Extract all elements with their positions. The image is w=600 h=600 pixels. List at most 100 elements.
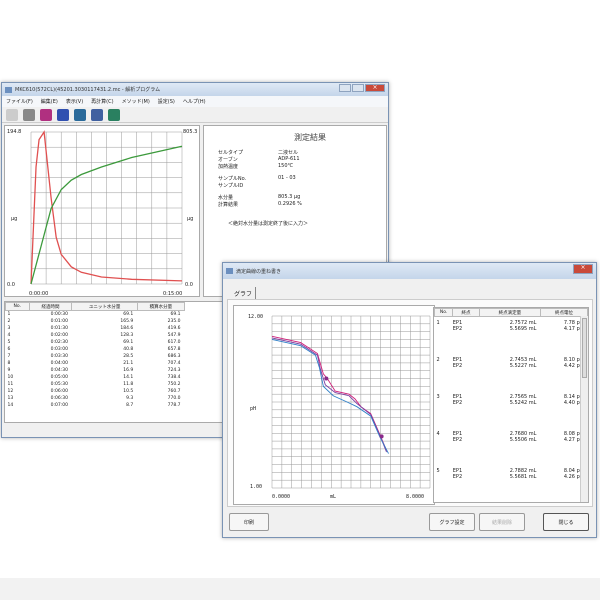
table-row[interactable]: 6 0:03:00 40.8 657.8 — [6, 346, 185, 353]
table-row[interactable]: 1 0:00:30 69.1 69.1 — [6, 311, 185, 318]
table-cell: 738.4 — [167, 374, 181, 380]
maximize-button[interactable] — [352, 84, 364, 92]
toolbar-user-icon[interactable] — [108, 108, 120, 121]
column-header[interactable]: No. — [5, 302, 30, 311]
column-header[interactable]: ユニット水分量 — [71, 302, 138, 311]
cell-vol-value: 2.7453 mL — [509, 356, 537, 363]
toolbar-graph-icon[interactable] — [91, 108, 103, 121]
scrollbar[interactable] — [580, 316, 588, 502]
field-value: 150℃ — [278, 163, 294, 169]
scroll-thumb[interactable] — [582, 318, 587, 378]
table-cell: 69.1 — [170, 311, 181, 317]
x-max: 0:15:00 — [163, 291, 183, 297]
menu-bar: ファイル(F) 編集(E) 表示(V) 再計算(C) メソッド(M) 設定(S) ヘルプ(H… — [2, 96, 388, 107]
table-row[interactable]: 11 0:05:30 11.8 750.2 — [6, 381, 185, 388]
field-value: 01 - 03 — [278, 175, 296, 181]
table-cell: 760.7 — [167, 388, 181, 394]
result-title: 測定結果 — [294, 133, 326, 142]
table-row[interactable]: 5 0:02:30 69.1 617.0 — [6, 339, 185, 346]
row-number: 2 — [436, 356, 440, 363]
table-cell: 2 — [7, 318, 11, 324]
table-cell: 0:07:00 — [50, 402, 68, 408]
endpoint-row[interactable]: 2 EP1 EP2 2.7453 mL 5.5227 mL 8.10 pH 4.42 pH — [435, 354, 588, 391]
table-cell: 10 — [7, 374, 14, 380]
cell-vol-value: 2.7882 mL — [509, 467, 537, 474]
endpoint-row[interactable]: 5 EP1 EP2 2.7882 mL 5.5681 mL 8.04 pH 4.26 pH — [435, 465, 588, 502]
column-header[interactable]: 終点電位 — [539, 308, 588, 317]
table-row[interactable]: 8 0:04:00 21.1 707.4 — [6, 360, 185, 367]
cell-pot: 7.78 pH 4.17 pH — [540, 317, 587, 354]
table-row[interactable]: 13 0:06:30 9.3 770.0 — [6, 395, 185, 402]
table-row[interactable]: 3 0:01:30 184.6 419.6 — [6, 325, 185, 332]
close-button[interactable]: × — [573, 264, 593, 274]
table-cell: 0:01:00 — [50, 318, 68, 324]
table-row[interactable]: 14 0:07:00 8.7 778.7 — [6, 402, 185, 409]
menu-item[interactable]: 編集(E) — [40, 99, 58, 105]
column-header[interactable]: 積算水分量 — [136, 302, 186, 311]
column-header[interactable]: No. — [434, 308, 454, 317]
menu-item[interactable]: ヘルプ(H) — [182, 99, 206, 105]
table-row[interactable]: 7 0:03:30 28.5 686.3 — [6, 353, 185, 360]
table-cell: 6 — [7, 346, 11, 352]
y-right-max: 805.3 — [183, 129, 198, 135]
row-number: 1 — [436, 320, 440, 326]
close-dialog-button[interactable]: 閉じる — [543, 513, 589, 531]
y-right-min: 0.0 — [185, 282, 193, 288]
column-header[interactable]: 経過時間 — [28, 302, 73, 311]
menu-item[interactable]: 設定(S) — [157, 99, 175, 105]
graph-settings-button[interactable]: グラフ設定 — [429, 513, 475, 531]
table-cell: 14.1 — [123, 374, 134, 380]
cell-vol: 2.7572 mL 5.5695 mL — [479, 317, 540, 354]
y-label: pH — [250, 406, 257, 412]
toolbar-report-icon[interactable] — [74, 108, 86, 121]
delete-result-button[interactable]: 結果削除 — [479, 513, 525, 531]
cell-ep: EP1 EP2 — [453, 317, 480, 354]
table-cell: 686.3 — [167, 353, 181, 359]
table-cell: 617.0 — [167, 339, 181, 345]
cell-vol-value: 2.7565 mL — [509, 393, 537, 400]
cell-vol: 2.7565 mL 5.5242 mL — [479, 391, 540, 428]
minimize-button[interactable] — [339, 84, 351, 92]
tab-graph[interactable]: グラフ — [231, 287, 257, 300]
toolbar-edit-icon[interactable] — [40, 108, 52, 121]
app-icon — [226, 268, 233, 274]
endpoint-row[interactable]: 1 EP1 EP2 2.7572 mL 5.5695 mL 7.78 pH 4.17 pH — [435, 317, 588, 354]
table-cell: 9.3 — [126, 395, 134, 401]
table-cell: 69.1 — [123, 339, 134, 345]
menu-item[interactable]: メソッド(M) — [121, 99, 150, 105]
print-button[interactable]: 印刷 — [229, 513, 269, 531]
endpoint-row[interactable]: 3 EP1 EP2 2.7565 mL 5.5242 mL 8.14 pH 4.40 pH — [435, 391, 588, 428]
table-row[interactable]: 12 0:06:00 10.5 760.7 — [6, 388, 185, 395]
table-row[interactable]: 2 0:01:00 165.9 235.0 — [6, 318, 185, 325]
table-cell: 11.8 — [123, 381, 134, 387]
close-button[interactable]: × — [365, 84, 385, 92]
cell-pot-value: 4.17 pH — [563, 326, 584, 332]
cell-pot-value: 8.14 pH — [563, 393, 584, 400]
endpoint-row[interactable]: 4 EP1 EP2 2.7680 mL 5.5506 mL 8.08 pH 4.27 pH — [435, 428, 588, 465]
toolbar-grid-icon[interactable] — [57, 108, 69, 121]
toolbar-open-icon[interactable] — [6, 108, 18, 121]
table-row[interactable]: 10 0:05:00 14.1 738.4 — [6, 374, 185, 381]
table-cell: 0:02:00 — [50, 332, 68, 338]
menu-item[interactable]: ファイル(F) — [6, 99, 33, 105]
cell-pot-value: 8.10 pH — [563, 356, 584, 363]
titration-curve-3 — [271, 339, 389, 454]
toolbar-print-icon[interactable] — [23, 108, 35, 121]
cell-ep-value: EP1 — [452, 467, 463, 474]
table-row[interactable]: 4 0:02:00 128.3 547.9 — [6, 332, 185, 339]
table-cell: 778.7 — [167, 402, 181, 408]
column-header[interactable]: 終点滴定量 — [478, 308, 541, 317]
y-left-min: 0.0 — [7, 282, 15, 288]
cell-vol-value: 5.5681 mL — [509, 473, 537, 480]
field-label: 加熱温度 — [218, 164, 239, 170]
menu-item[interactable]: 表示(V) — [65, 99, 84, 105]
table-row[interactable]: 9 0:04:30 16.9 724.3 — [6, 367, 185, 374]
cell-vol-value: 5.5242 mL — [509, 399, 537, 406]
table-cell: 21.1 — [123, 360, 134, 366]
table-cell: 0:03:30 — [50, 353, 68, 359]
menu-item[interactable]: 再計算(C) — [91, 99, 114, 105]
result-note: ＜絶対水分量は測定終了後に入力＞ — [228, 221, 309, 227]
cell-ep-value: EP1 — [452, 356, 463, 363]
cell-vol-value: 2.7572 mL — [509, 320, 537, 326]
column-header[interactable]: 終点 — [452, 308, 480, 317]
